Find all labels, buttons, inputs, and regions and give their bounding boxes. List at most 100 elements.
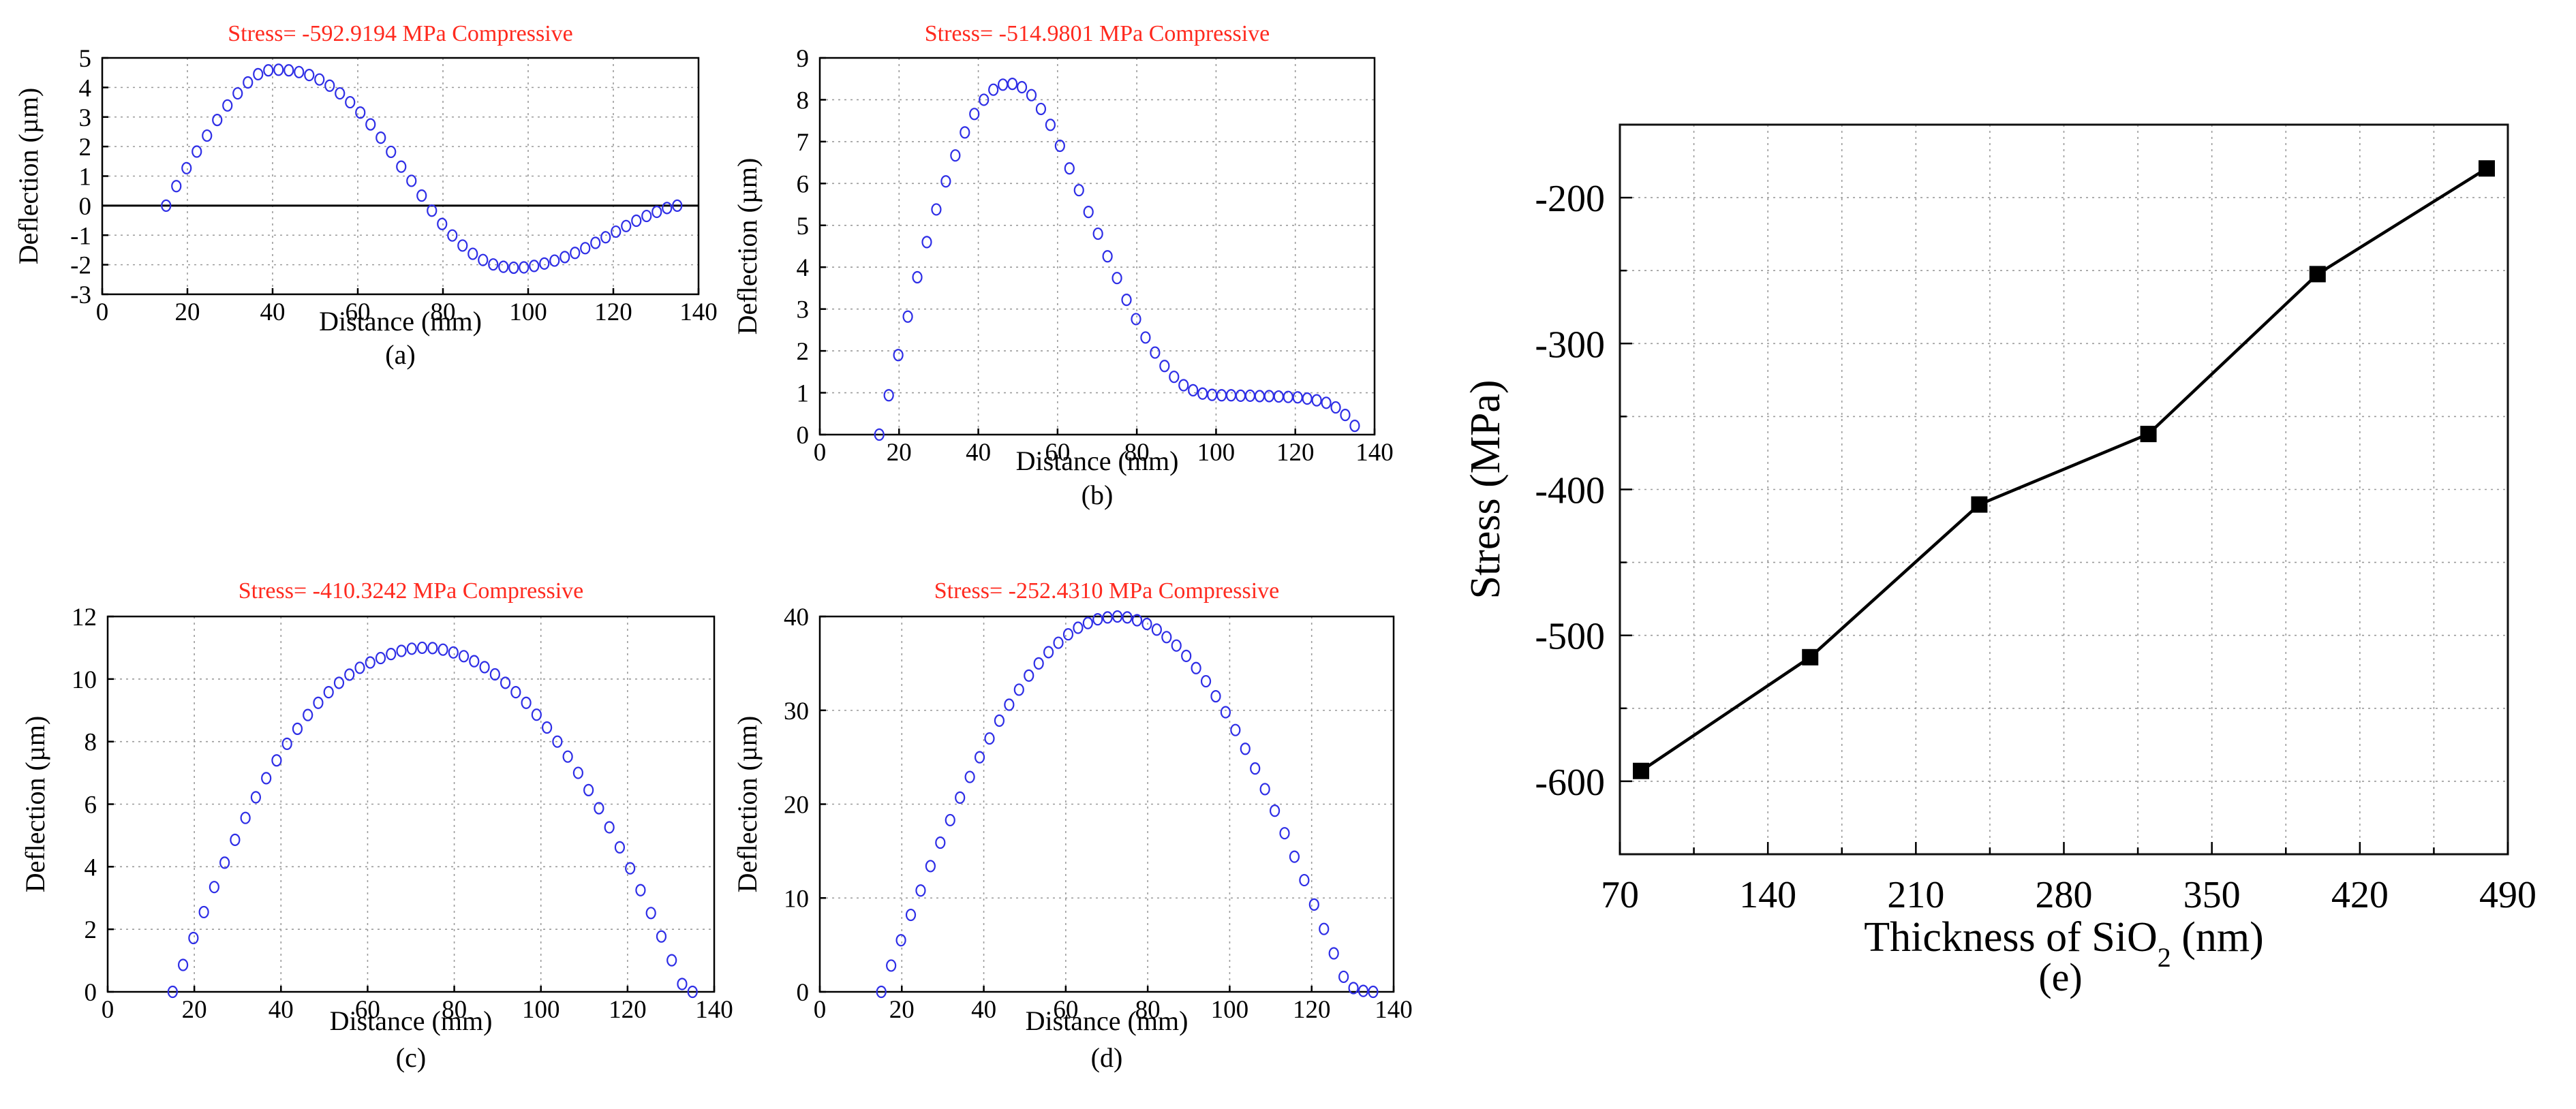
data-point (635, 884, 646, 896)
y-tick-label: 0 (79, 193, 92, 221)
data-point (1299, 873, 1310, 887)
data-point (396, 644, 407, 657)
data-point (198, 905, 209, 919)
data-point (886, 959, 897, 972)
data-point (406, 642, 417, 655)
y-tick-label: 4 (797, 254, 810, 282)
data-point (1368, 985, 1379, 999)
data-point (222, 99, 233, 112)
y-tick-label: -200 (1535, 178, 1605, 220)
data-point (1016, 80, 1028, 94)
data-point (631, 214, 642, 228)
data-point (212, 113, 223, 127)
data-point (1131, 614, 1143, 627)
x-tick-label: 280 (2036, 874, 2093, 916)
data-point (386, 145, 397, 159)
data-point (469, 655, 480, 668)
data-point (1053, 636, 1064, 649)
data-point (304, 69, 315, 82)
data-point (945, 813, 955, 827)
x-tick-label: 120 (594, 298, 632, 326)
data-point (1200, 674, 1212, 688)
chart-b-title: Stress= -514.9801 MPa Compressive (925, 21, 1270, 46)
x-tick-label: 120 (1293, 996, 1331, 1024)
data-point (1140, 331, 1151, 344)
y-tick-label: -400 (1535, 470, 1605, 512)
data-point (416, 641, 428, 655)
x-tick-label: 70 (1601, 874, 1639, 916)
data-point (1240, 743, 1251, 755)
data-point (662, 202, 673, 215)
data-point (984, 732, 995, 745)
x-tick-label: 0 (814, 996, 827, 1024)
data-point (1062, 628, 1074, 641)
chart-a-title: Stress= -592.9194 MPa Compressive (228, 21, 573, 46)
data-point (261, 772, 272, 785)
data-point (283, 64, 294, 77)
data-point (467, 247, 478, 260)
data-point (2478, 160, 2495, 177)
data-point (188, 931, 199, 945)
data-point (1161, 631, 1172, 644)
x-axis-label: Distance (mm) (1016, 446, 1179, 476)
data-point (500, 676, 511, 689)
data-point (437, 217, 448, 230)
y-tick-label: 4 (79, 74, 92, 102)
data-point (656, 930, 667, 943)
data-point (243, 76, 254, 89)
x-tick-label: 80 (442, 996, 467, 1024)
y-tick-label: 3 (79, 104, 92, 132)
data-point (365, 118, 376, 131)
data-point (250, 791, 262, 804)
data-point (1122, 611, 1133, 624)
data-point (1073, 621, 1084, 634)
data-point (438, 643, 448, 656)
data-point (375, 651, 386, 665)
data-point (1283, 390, 1293, 403)
data-point (1338, 970, 1349, 984)
data-point (178, 958, 189, 971)
data-point (1141, 617, 1152, 631)
data-point (1121, 294, 1132, 307)
x-tick-label: 120 (1276, 439, 1315, 467)
y-tick-label: 6 (797, 170, 810, 198)
data-point (161, 199, 172, 212)
y-axis-label: Deflection (µm) (20, 716, 50, 893)
data-point (559, 251, 570, 264)
data-point (625, 862, 636, 875)
data-point (895, 934, 906, 947)
data-point (925, 860, 936, 873)
data-point (950, 149, 961, 162)
data-point (562, 750, 573, 763)
data-point (521, 696, 532, 709)
data-point (427, 204, 438, 217)
data-point (1169, 371, 1180, 384)
y-tick-label: 40 (784, 604, 809, 631)
data-point (1279, 827, 1290, 840)
data-point (488, 258, 499, 271)
x-tick-label: 140 (695, 996, 733, 1024)
x-tick-label: 20 (887, 439, 912, 467)
data-point (1292, 391, 1303, 404)
data-point (1633, 762, 1650, 779)
data-point (1073, 184, 1084, 197)
data-point (969, 108, 980, 121)
x-tick-label: 40 (269, 996, 294, 1024)
data-point (171, 180, 182, 193)
x-tick-label: 60 (355, 996, 380, 1024)
data-point (1328, 947, 1339, 960)
y-tick-label: 0 (797, 979, 810, 1007)
data-point (1259, 783, 1270, 796)
data-point (313, 696, 324, 709)
data-point (552, 735, 563, 748)
data-point (303, 708, 313, 721)
data-point (209, 881, 219, 894)
y-axis-label: Deflection (µm) (13, 88, 44, 265)
data-point (1013, 683, 1024, 696)
data-point (964, 770, 975, 783)
data-point (365, 656, 375, 669)
data-point (181, 161, 192, 174)
data-point (323, 686, 334, 699)
data-point (902, 310, 913, 323)
y-tick-label: 10 (72, 666, 97, 694)
